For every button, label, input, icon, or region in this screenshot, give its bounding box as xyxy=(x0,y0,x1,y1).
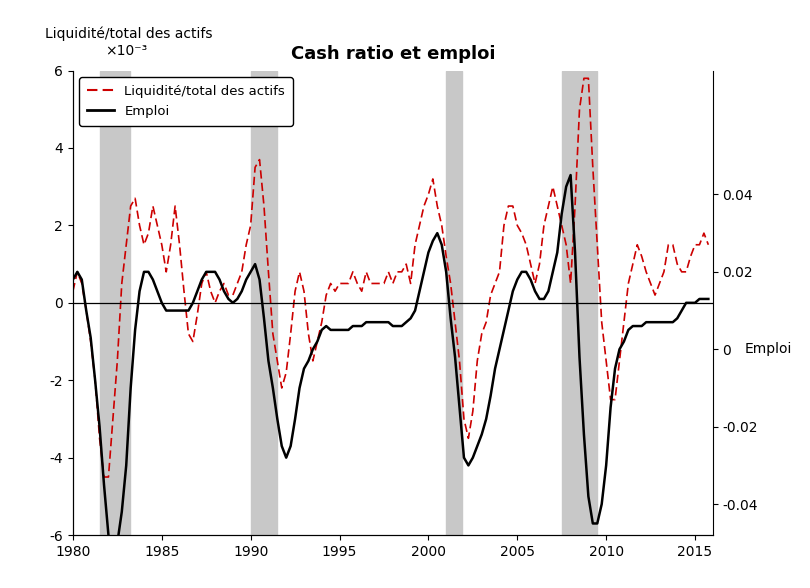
Text: Emploi: Emploi xyxy=(745,342,792,356)
Text: ×10⁻³: ×10⁻³ xyxy=(105,44,147,58)
Title: Cash ratio et emploi: Cash ratio et emploi xyxy=(291,45,495,64)
Bar xyxy=(446,71,463,535)
Bar xyxy=(100,71,130,535)
Legend: Liquidité/total des actifs, Emploi: Liquidité/total des actifs, Emploi xyxy=(79,77,293,126)
Bar xyxy=(250,71,277,535)
Text: Liquidité/total des actifs: Liquidité/total des actifs xyxy=(45,26,212,41)
Bar xyxy=(561,71,597,535)
